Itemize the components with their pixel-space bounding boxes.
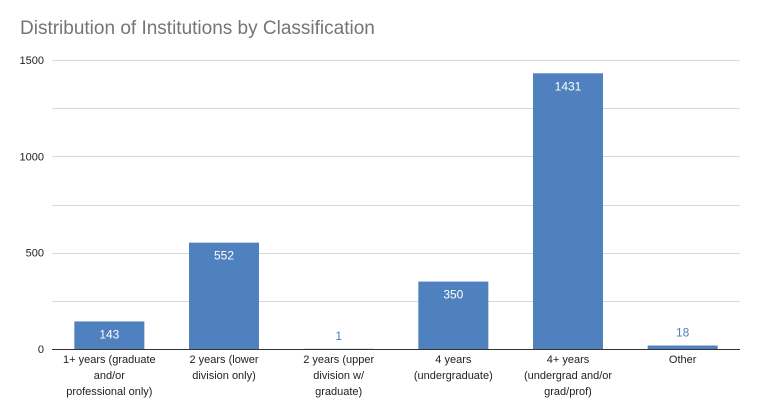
x-tick-label: professional only): [66, 386, 152, 398]
bar: [418, 281, 489, 349]
x-tick-label: grad/prof): [544, 386, 592, 398]
x-tick-label: (undergrad and/or: [524, 370, 612, 382]
x-tick-label: division w/: [313, 370, 365, 382]
data-label: 552: [214, 249, 234, 263]
bar: [74, 321, 145, 349]
bar: [647, 345, 718, 349]
data-label: 143: [99, 327, 119, 341]
y-tick-label: 500: [26, 248, 44, 260]
bar: [189, 242, 259, 349]
data-label: 1: [335, 329, 342, 343]
data-label: 350: [443, 288, 463, 302]
x-tick-label: Other: [669, 354, 697, 366]
chart-title: Distribution of Institutions by Classifi…: [20, 18, 375, 39]
data-label: 18: [676, 326, 690, 340]
x-tick-label: 2 years (upper: [303, 354, 374, 366]
x-tick-label: graduate): [315, 386, 362, 398]
x-tick-label: 4+ years: [547, 354, 590, 366]
x-tick-label: division only): [192, 370, 256, 382]
y-tick-label: 1500: [20, 55, 44, 67]
bar: [533, 73, 603, 349]
y-tick-label: 1000: [20, 151, 44, 163]
y-tick-label: 0: [38, 344, 44, 356]
x-tick-label: 4 years: [435, 354, 472, 366]
x-tick-label: 1+ years (graduate: [63, 354, 156, 366]
data-label: 1431: [555, 79, 582, 93]
x-tick-label: and/or: [94, 370, 126, 382]
x-tick-label: 2 years (lower: [189, 354, 258, 366]
x-tick-label: (undergraduate): [414, 370, 493, 382]
